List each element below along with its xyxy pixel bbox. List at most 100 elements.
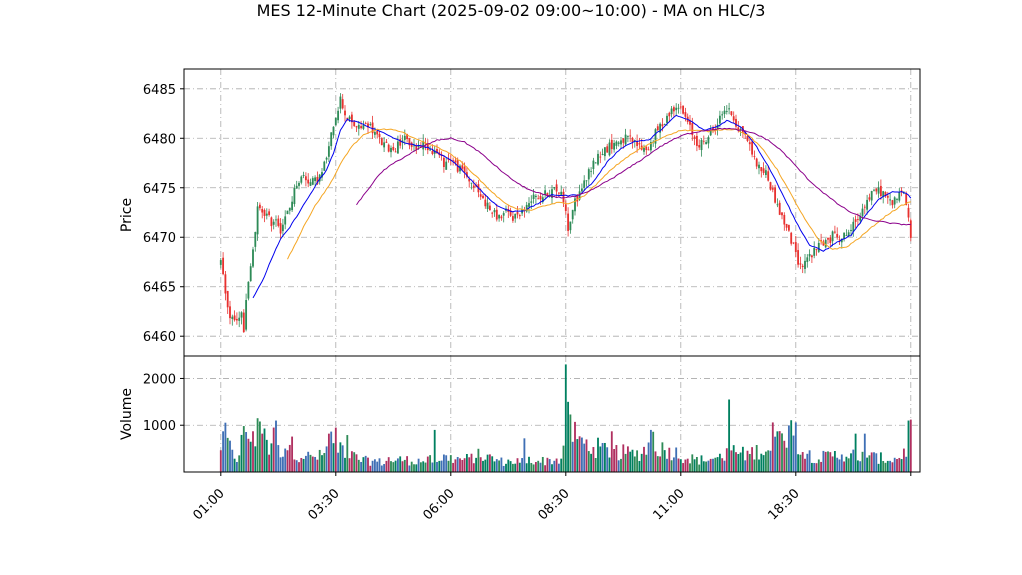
- volume-bar: [564, 364, 567, 472]
- candle-body: [403, 135, 406, 140]
- candle-body: [452, 160, 455, 162]
- candle-body: [909, 220, 912, 238]
- volume-bar: [592, 447, 595, 472]
- candle-body: [806, 257, 809, 262]
- volume-bar: [682, 463, 685, 472]
- candle-body: [537, 198, 540, 200]
- candle-body: [493, 210, 496, 213]
- volume-bar: [528, 456, 530, 472]
- volume-bar: [447, 460, 450, 472]
- volume-bar: [815, 463, 818, 472]
- volume-bar: [511, 463, 514, 472]
- candle-body: [898, 192, 901, 201]
- volume-bar: [679, 459, 682, 472]
- candle-body: [723, 110, 726, 115]
- candle-body: [682, 105, 685, 114]
- volume-bar: [677, 458, 680, 472]
- candle-body: [617, 142, 620, 144]
- candle-body: [385, 141, 388, 143]
- candle-body: [265, 213, 268, 216]
- volume-bar: [792, 435, 795, 472]
- volume-bar: [804, 458, 806, 472]
- candle-body: [820, 240, 823, 242]
- volume-tick-label: 1000: [143, 419, 176, 434]
- candle-body: [679, 106, 682, 108]
- candle-body: [827, 238, 829, 240]
- candle-body: [410, 142, 413, 147]
- volume-bar: [813, 463, 816, 472]
- volume-axes-frame: [183, 355, 921, 473]
- volume-bar: [797, 454, 800, 472]
- volume-bar: [691, 454, 694, 472]
- candle-body: [309, 182, 312, 186]
- volume-bar: [222, 431, 225, 472]
- volume-bar: [321, 455, 323, 472]
- candle-body: [525, 204, 528, 212]
- candle-body: [247, 281, 250, 299]
- volume-bar: [716, 457, 719, 472]
- candle-body: [541, 197, 544, 203]
- candle-body: [843, 232, 846, 239]
- volume-bar: [638, 460, 641, 472]
- candle-body: [500, 216, 503, 219]
- volume-bar: [843, 461, 846, 472]
- volume-bar: [557, 463, 560, 472]
- volume-bar: [514, 463, 517, 472]
- volume-bar: [856, 460, 859, 472]
- candle-body: [847, 232, 850, 236]
- candle-body: [516, 211, 519, 215]
- candle-body: [698, 145, 701, 148]
- volume-bar: [889, 460, 892, 472]
- volume-bar: [670, 460, 673, 472]
- volume-bar: [847, 458, 850, 472]
- candle-body: [528, 203, 530, 207]
- candle-body: [233, 315, 236, 321]
- candle-body: [484, 199, 487, 207]
- candle-body: [794, 242, 797, 253]
- candle-body: [693, 136, 696, 139]
- volume-bar: [663, 450, 666, 472]
- volume-bar: [833, 451, 836, 472]
- volume-bar: [686, 458, 689, 472]
- candle-body: [284, 216, 287, 225]
- volume-bar: [760, 453, 763, 472]
- volume-bar: [753, 459, 756, 472]
- volume-bar: [502, 465, 505, 472]
- candle-body: [417, 145, 420, 147]
- volume-bar: [268, 454, 271, 472]
- volume-bar: [755, 444, 758, 472]
- volume-bar: [684, 459, 687, 472]
- volume-bar: [238, 455, 241, 472]
- candle-body: [442, 157, 445, 167]
- candle-body: [429, 149, 432, 151]
- candle-body: [649, 142, 652, 151]
- volume-bar: [302, 458, 305, 472]
- volume-bar: [505, 463, 507, 472]
- candle-body: [850, 229, 852, 231]
- candle-body: [603, 147, 606, 157]
- candle-body: [778, 202, 781, 215]
- candle-body: [399, 139, 402, 146]
- volume-bar: [827, 451, 829, 472]
- volume-bar: [597, 437, 599, 472]
- volume-bar: [532, 464, 535, 472]
- volume-bar: [617, 460, 620, 472]
- volume-axis-label: Volume: [119, 388, 135, 440]
- volume-bar: [735, 452, 737, 472]
- volume-bar: [429, 455, 432, 472]
- candle-body: [277, 218, 280, 226]
- volume-bar: [346, 435, 349, 472]
- candle-body: [675, 107, 678, 111]
- candle-body: [270, 217, 273, 227]
- volume-bar: [624, 453, 627, 472]
- volume-bar: [323, 453, 326, 472]
- candle-body: [307, 179, 310, 184]
- volume-bar: [330, 431, 333, 472]
- candle-body: [700, 139, 703, 151]
- candle-body: [479, 194, 482, 197]
- volume-bar: [493, 461, 496, 472]
- volume-bar: [367, 457, 369, 472]
- volume-bar: [758, 459, 760, 472]
- candle-body: [751, 141, 754, 155]
- candle-body: [502, 213, 505, 216]
